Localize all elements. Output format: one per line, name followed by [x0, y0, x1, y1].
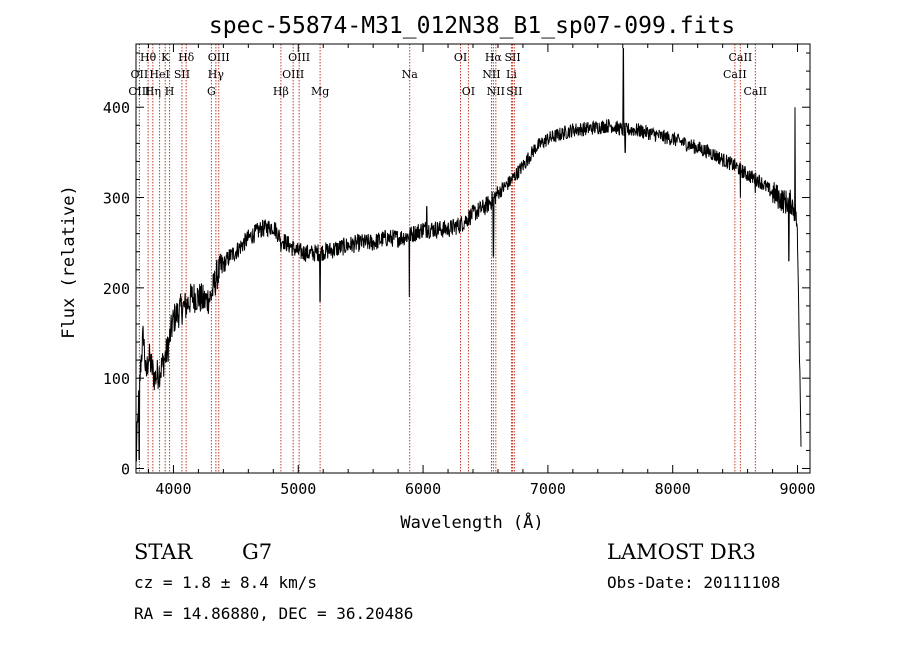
line-label-26: CaII [723, 68, 747, 81]
line-label-12: OIII [288, 51, 310, 64]
redshift-cz: cz = 1.8 ± 8.4 km/s [134, 573, 318, 592]
line-label-15: Mg [311, 85, 329, 98]
line-label-4: HeI [149, 68, 169, 81]
line-label-11: G [207, 85, 216, 98]
line-label-22: SII [504, 51, 520, 64]
object-subclass: G7 [242, 540, 273, 564]
x-tick-label-6000: 6000 [405, 480, 441, 498]
y-tick-label-400: 400 [103, 99, 130, 117]
survey-name: LAMOST DR3 [607, 540, 756, 564]
line-label-6: Hδ [178, 51, 195, 64]
line-label-25: CaII [729, 51, 753, 64]
line-label-7: SII [174, 68, 190, 81]
line-label-5: Hη [145, 85, 161, 98]
x-tick-label-9000: 9000 [779, 480, 815, 498]
y-axis-label: Flux (relative) [59, 185, 79, 339]
line-label-14: Hβ [273, 85, 289, 98]
line-label-19: Hα [485, 51, 503, 64]
x-axis-label: Wavelength (Å) [400, 511, 543, 533]
y-tick-label-0: 0 [121, 460, 130, 478]
x-axis-ticks: 4000 5000 6000 7000 8000 9000 [147, 44, 816, 498]
emission-line-labels: Hθ OII OIII K HeI Hη Hδ SII H OIII Hγ G OIII OIII Hβ Mg… [128, 51, 767, 98]
line-label-20: NII [482, 68, 500, 81]
observation-date: Obs-Date: 20111108 [607, 573, 781, 592]
line-label-27: CaII [743, 85, 767, 98]
y-axis-ticks: 0 100 200 300 400 [103, 52, 810, 478]
y-tick-label-200: 200 [103, 280, 130, 298]
y-tick-label-100: 100 [103, 370, 130, 388]
line-label-24: SII [506, 85, 522, 98]
line-label-1: OII [131, 68, 149, 81]
line-label-8: H [165, 85, 175, 98]
line-label-17: OI [454, 51, 467, 64]
line-label-2: OIII [128, 85, 150, 98]
y-tick-label-300: 300 [103, 190, 130, 208]
line-label-3: K [161, 51, 170, 64]
object-class: STAR [134, 540, 193, 564]
x-tick-label-7000: 7000 [530, 480, 566, 498]
line-label-21: NII [487, 85, 505, 98]
line-label-0: Hθ [140, 51, 157, 64]
x-tick-label-4000: 4000 [155, 480, 191, 498]
spectrum-series-line [135, 48, 802, 462]
line-label-9: OIII [208, 51, 230, 64]
x-tick-label-8000: 8000 [655, 480, 691, 498]
line-label-18: OI [462, 85, 475, 98]
line-label-13: OIII [282, 68, 304, 81]
chart-title: spec-55874-M31_012N38_B1_sp07-099.fits [209, 13, 735, 39]
line-label-23: Li [506, 68, 517, 81]
x-tick-label-5000: 5000 [280, 480, 316, 498]
ra-dec: RA = 14.86880, DEC = 36.20486 [134, 604, 414, 623]
line-label-10: Hγ [208, 68, 225, 81]
plot-frame [135, 43, 811, 474]
line-label-16: Na [402, 68, 419, 81]
